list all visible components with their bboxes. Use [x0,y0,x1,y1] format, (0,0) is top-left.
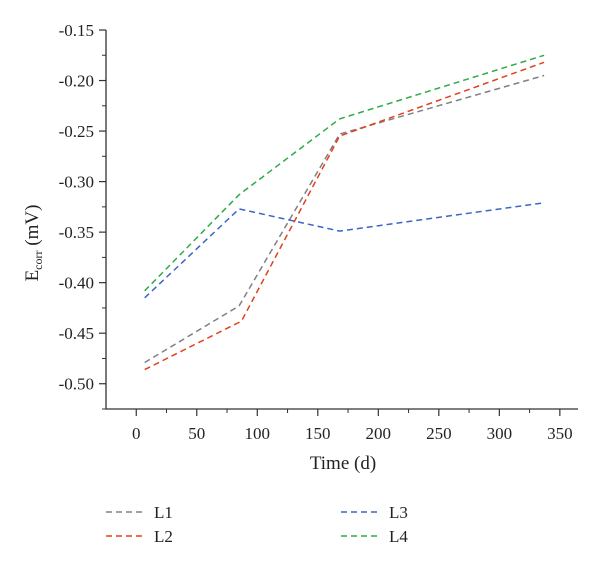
x-axis-title: Time (d) [310,453,376,474]
y-tick-label: -0.30 [59,173,94,192]
x-tick-label: 300 [487,424,513,443]
y-tick-label: -0.40 [59,274,94,293]
y-tick-label: -0.35 [59,223,94,242]
y-tick-label: -0.20 [59,72,94,91]
x-tick-label: 350 [547,424,573,443]
legend: L1 L2 L3 L4 [106,503,408,546]
y-axis-title-main: E [22,270,43,282]
series-lines [144,54,545,371]
y-tick-label: -0.25 [59,122,94,141]
series-line-l1 [144,74,545,364]
series-line-l3 [144,202,545,299]
x-axis-ticks: 0 50 100 150 200 250 300 350 [132,409,573,443]
legend-label-l2: L2 [154,527,173,546]
x-tick-label: 50 [188,424,205,443]
y-axis-title-subscript: corr [31,250,45,269]
legend-label-l3: L3 [389,503,408,522]
series-line-l2 [144,61,545,371]
x-tick-label: 250 [426,424,452,443]
y-tick-label: -0.45 [59,324,94,343]
series-line-l4 [144,54,545,292]
x-tick-label: 100 [245,424,271,443]
y-tick-label: -0.15 [59,21,94,40]
x-tick-label: 150 [305,424,331,443]
x-tick-label: 200 [366,424,392,443]
y-axis-ticks: -0.15 -0.20 -0.25 -0.30 -0.35 -0.40 -0.45 -0.50 [59,21,106,410]
y-axis-title-unit: (mV) [22,205,43,251]
x-tick-label: 0 [132,424,141,443]
legend-label-l4: L4 [389,527,408,546]
y-axis-title: Ecorr (mV) [22,205,45,282]
legend-label-l1: L1 [154,503,173,522]
y-tick-label: -0.50 [59,375,94,394]
